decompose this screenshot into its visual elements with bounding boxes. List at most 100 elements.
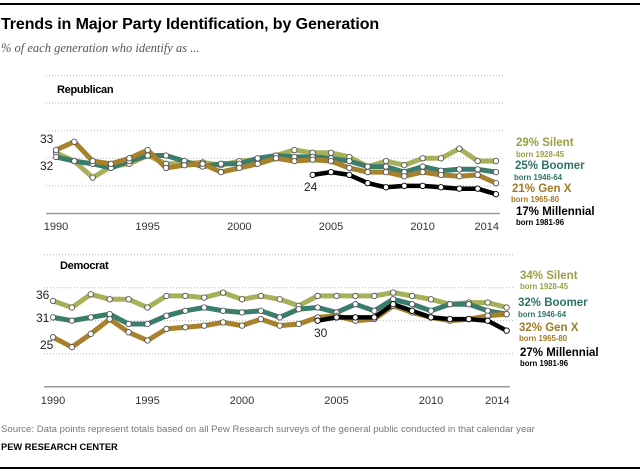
x-tick-label: 2005 [324,395,348,407]
panel-republican: 1990 1995 2000 2005 2010 2014 [44,75,503,233]
legend-born-silent: born 1928-45 [516,150,565,159]
data-point-boomer [162,152,170,159]
x-tick-label: 2000 [227,221,251,233]
data-point-millennial [427,314,435,321]
panel-title-republican: Republican [57,84,114,96]
legend-label-genx: 32% Gen X [519,322,579,334]
data-point-millennial [401,182,408,190]
data-point-gen-x [254,160,261,167]
data-point-boomer [371,307,378,314]
data-point-millennial [503,327,510,334]
x-tick-label: 2010 [410,221,434,233]
legend-label-boomer: 32% Boomer [518,297,588,309]
data-point-silent [106,296,113,303]
data-point-silent [201,294,208,301]
data-point-boomer [346,157,353,165]
data-point-millennial [390,301,397,308]
x-tick-label: 1990 [44,221,68,233]
data-point-gen-x [456,173,463,180]
data-point-millennial [371,314,378,321]
data-point-millennial [346,171,353,179]
annotation-genx-1990: 33 [40,132,54,146]
data-point-silent [474,157,481,165]
data-point-boomer [52,153,60,161]
data-point-gen-x [181,162,188,169]
data-point-silent [257,292,265,300]
data-point-gen-x [364,168,371,176]
data-point-boomer [427,307,435,314]
data-point-gen-x [49,334,57,341]
legend-born-millennial: born 1981-96 [516,218,565,227]
data-point-millennial [456,185,463,192]
data-point-silent [492,157,500,165]
data-point-silent [427,296,435,303]
data-point-boomer [474,166,481,173]
data-point-gen-x [201,322,208,329]
x-tick-label: 2000 [230,395,254,407]
data-point-boomer [408,301,416,308]
data-point-silent [163,292,170,300]
data-point-silent [68,304,76,311]
data-point-boomer [71,157,78,165]
data-point-boomer [492,168,500,176]
legend-born-genx: born 1965-80 [519,334,568,343]
data-point-boomer [314,304,321,311]
data-point-gen-x [257,315,265,323]
data-point-gen-x [52,146,60,154]
data-point-boomer [163,312,170,319]
data-point-silent [125,296,132,303]
data-point-millennial [382,184,390,191]
data-point-boomer [254,155,261,162]
data-point-gen-x [401,173,408,180]
data-point-boomer [295,305,302,313]
x-tick-label: 1995 [135,395,159,407]
x-tick-label: 1990 [41,395,65,407]
data-point-gen-x [182,324,189,331]
data-point-gen-x [474,171,481,179]
data-point-gen-x [144,146,151,154]
data-point-silent [182,292,189,300]
data-point-boomer [352,301,359,308]
data-point-millennial [446,315,454,323]
data-point-boomer [238,309,246,316]
data-point-silent [503,304,510,311]
legend-born-boomer: born 1946-64 [514,173,563,182]
data-point-millennial [437,184,445,191]
annotation-boomer-1990: 31 [36,311,50,325]
data-point-gen-x [295,320,302,328]
panel-title-democrat: Democrat [60,260,109,272]
data-point-millennial [492,191,500,198]
data-point-boomer [419,163,426,170]
data-point-boomer [219,307,227,314]
data-point-silent [49,297,57,305]
chart-subtitle: % of each generation who identify as ... [1,41,200,55]
data-point-boomer [87,314,94,321]
data-point-millennial [327,168,335,176]
data-point-silent [144,304,151,311]
x-tick-label: 2014 [485,395,509,407]
annotation-millennial-2004: 24 [304,180,318,194]
legend-born-boomer: born 1946-64 [518,310,567,319]
chart-title: Trends in Major Party Identification, by… [1,16,380,33]
data-point-boomer [446,301,454,308]
data-point-gen-x [327,157,335,165]
data-point-silent [276,296,283,303]
data-point-boomer [276,314,283,321]
data-point-boomer [456,166,463,173]
data-point-millennial [484,317,491,324]
data-point-silent [408,292,416,300]
data-point-silent [456,145,463,152]
data-point-millennial [314,317,321,324]
data-point-boomer [465,301,472,308]
data-point-gen-x [419,168,426,176]
data-point-silent [219,289,227,296]
legend-label-silent: 29% Silent [516,137,574,149]
annotation-silent-1990: 36 [36,288,50,302]
legend-label-silent: 34% Silent [520,270,578,282]
annotation-millennial-2004: 30 [314,326,328,340]
top-rule [0,3,640,5]
legend-label-genx: 21% Gen X [512,183,572,195]
data-point-silent [87,291,94,298]
